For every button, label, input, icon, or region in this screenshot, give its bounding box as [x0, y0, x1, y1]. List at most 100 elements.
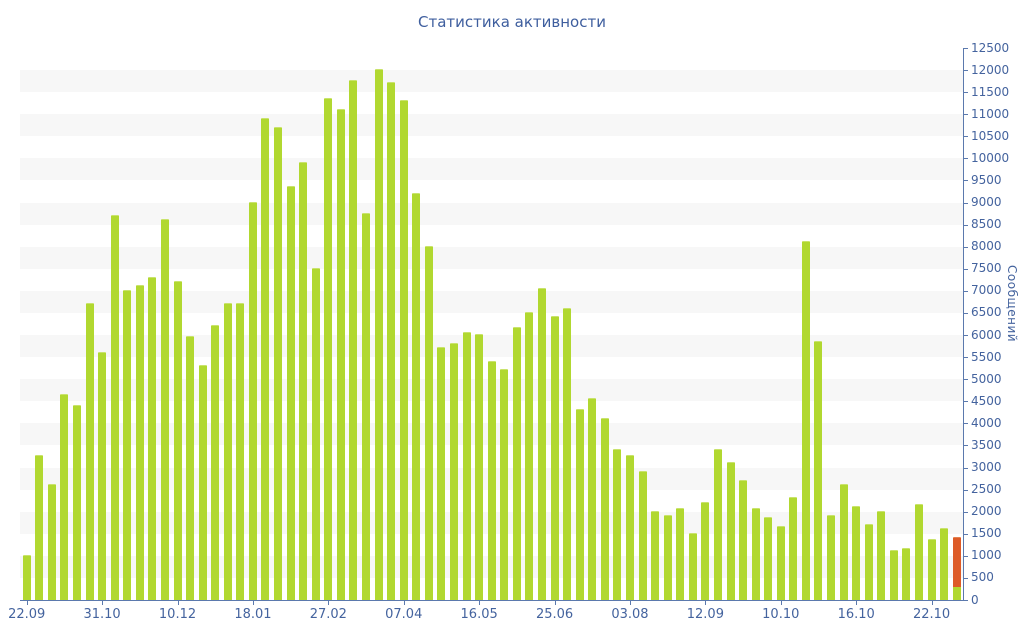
bar[interactable] — [324, 97, 333, 600]
bar[interactable] — [663, 515, 672, 600]
bar[interactable] — [827, 515, 836, 600]
y-axis-tick — [964, 268, 968, 270]
bar-current-highlight[interactable] — [952, 537, 961, 587]
bar[interactable] — [927, 539, 936, 600]
bar[interactable] — [35, 454, 44, 600]
bar[interactable] — [801, 241, 810, 600]
bar[interactable] — [349, 80, 358, 600]
bar[interactable] — [248, 201, 257, 600]
bar[interactable] — [814, 340, 823, 600]
y-axis-tick — [964, 555, 968, 557]
bar[interactable] — [550, 316, 559, 600]
bar[interactable] — [852, 506, 861, 600]
bar[interactable] — [274, 126, 283, 600]
y-axis-tick — [964, 312, 968, 314]
bar[interactable] — [286, 186, 295, 600]
bar[interactable] — [475, 334, 484, 600]
bar[interactable] — [135, 285, 144, 600]
bar[interactable] — [223, 303, 232, 600]
y-axis-tick — [964, 202, 968, 204]
bar[interactable] — [575, 409, 584, 600]
bar[interactable] — [651, 510, 660, 600]
bar[interactable] — [173, 281, 182, 600]
bar[interactable] — [72, 404, 81, 600]
bar[interactable] — [198, 364, 207, 600]
bar[interactable] — [110, 214, 119, 600]
y-axis-tick — [964, 92, 968, 94]
bar[interactable] — [362, 212, 371, 600]
bar[interactable] — [160, 219, 169, 600]
x-axis-tick — [856, 601, 858, 605]
bar[interactable] — [688, 532, 697, 600]
bar[interactable] — [563, 307, 572, 600]
bar[interactable] — [764, 517, 773, 600]
bar[interactable] — [525, 311, 534, 600]
bar[interactable] — [98, 351, 107, 600]
x-axis-tick — [328, 601, 330, 605]
y-axis-tick — [964, 335, 968, 337]
x-axis-tick — [554, 601, 556, 605]
bar-current-base[interactable] — [952, 585, 961, 600]
bar[interactable] — [915, 504, 924, 600]
bar[interactable] — [776, 526, 785, 600]
bar[interactable] — [22, 554, 31, 600]
bar[interactable] — [789, 497, 798, 600]
y-axis-tick-label: 5500 — [971, 349, 1002, 364]
bar[interactable] — [387, 82, 396, 600]
y-axis-tick-label: 11000 — [971, 106, 1010, 121]
bar[interactable] — [512, 327, 521, 600]
grid-stripe — [20, 158, 963, 181]
bar[interactable] — [462, 331, 471, 600]
bar[interactable] — [211, 325, 220, 600]
bar[interactable] — [701, 501, 710, 600]
bar[interactable] — [399, 100, 408, 600]
x-axis-tick — [403, 601, 405, 605]
bar[interactable] — [726, 462, 735, 600]
bar[interactable] — [437, 347, 446, 600]
bar[interactable] — [625, 455, 634, 600]
bar[interactable] — [864, 523, 873, 600]
bar[interactable] — [336, 108, 345, 600]
bar[interactable] — [261, 117, 270, 600]
y-axis-tick-label: 6500 — [971, 305, 1002, 320]
bar[interactable] — [500, 369, 509, 600]
bar[interactable] — [311, 267, 320, 600]
bar[interactable] — [638, 470, 647, 600]
x-axis-tick-label: 03.08 — [611, 607, 649, 622]
bar[interactable] — [839, 484, 848, 600]
bar[interactable] — [186, 336, 195, 600]
bar[interactable] — [236, 303, 245, 600]
bar[interactable] — [537, 287, 546, 600]
y-axis-tick — [964, 445, 968, 447]
x-axis-tick-label: 27.02 — [309, 607, 347, 622]
bar[interactable] — [739, 479, 748, 600]
bar[interactable] — [123, 289, 132, 600]
bar[interactable] — [450, 342, 458, 600]
x-axis-tick-label: 16.10 — [837, 607, 875, 622]
bar[interactable] — [487, 360, 496, 600]
y-axis-tick-label: 7000 — [971, 283, 1002, 298]
bar[interactable] — [424, 245, 433, 600]
y-axis-tick-label: 11500 — [971, 84, 1010, 99]
x-axis-tick-label: 10.12 — [158, 607, 197, 622]
bar[interactable] — [412, 192, 421, 600]
bar[interactable] — [877, 510, 886, 600]
x-axis-tick — [705, 601, 707, 605]
bar[interactable] — [676, 508, 685, 600]
bar[interactable] — [713, 448, 722, 600]
bar[interactable] — [613, 448, 622, 600]
bar[interactable] — [751, 508, 760, 600]
y-axis-tick-label: 3000 — [971, 460, 1002, 475]
bar[interactable] — [889, 550, 898, 600]
bar[interactable] — [85, 303, 94, 600]
bar[interactable] — [299, 161, 308, 600]
bar[interactable] — [374, 69, 383, 600]
bar[interactable] — [902, 548, 911, 600]
bar[interactable] — [148, 276, 157, 600]
bar[interactable] — [600, 417, 609, 600]
bar[interactable] — [940, 528, 949, 600]
bar[interactable] — [60, 393, 69, 600]
x-axis-tick-label: 22.09 — [8, 607, 46, 622]
bar[interactable] — [47, 484, 56, 600]
bar[interactable] — [588, 398, 597, 600]
